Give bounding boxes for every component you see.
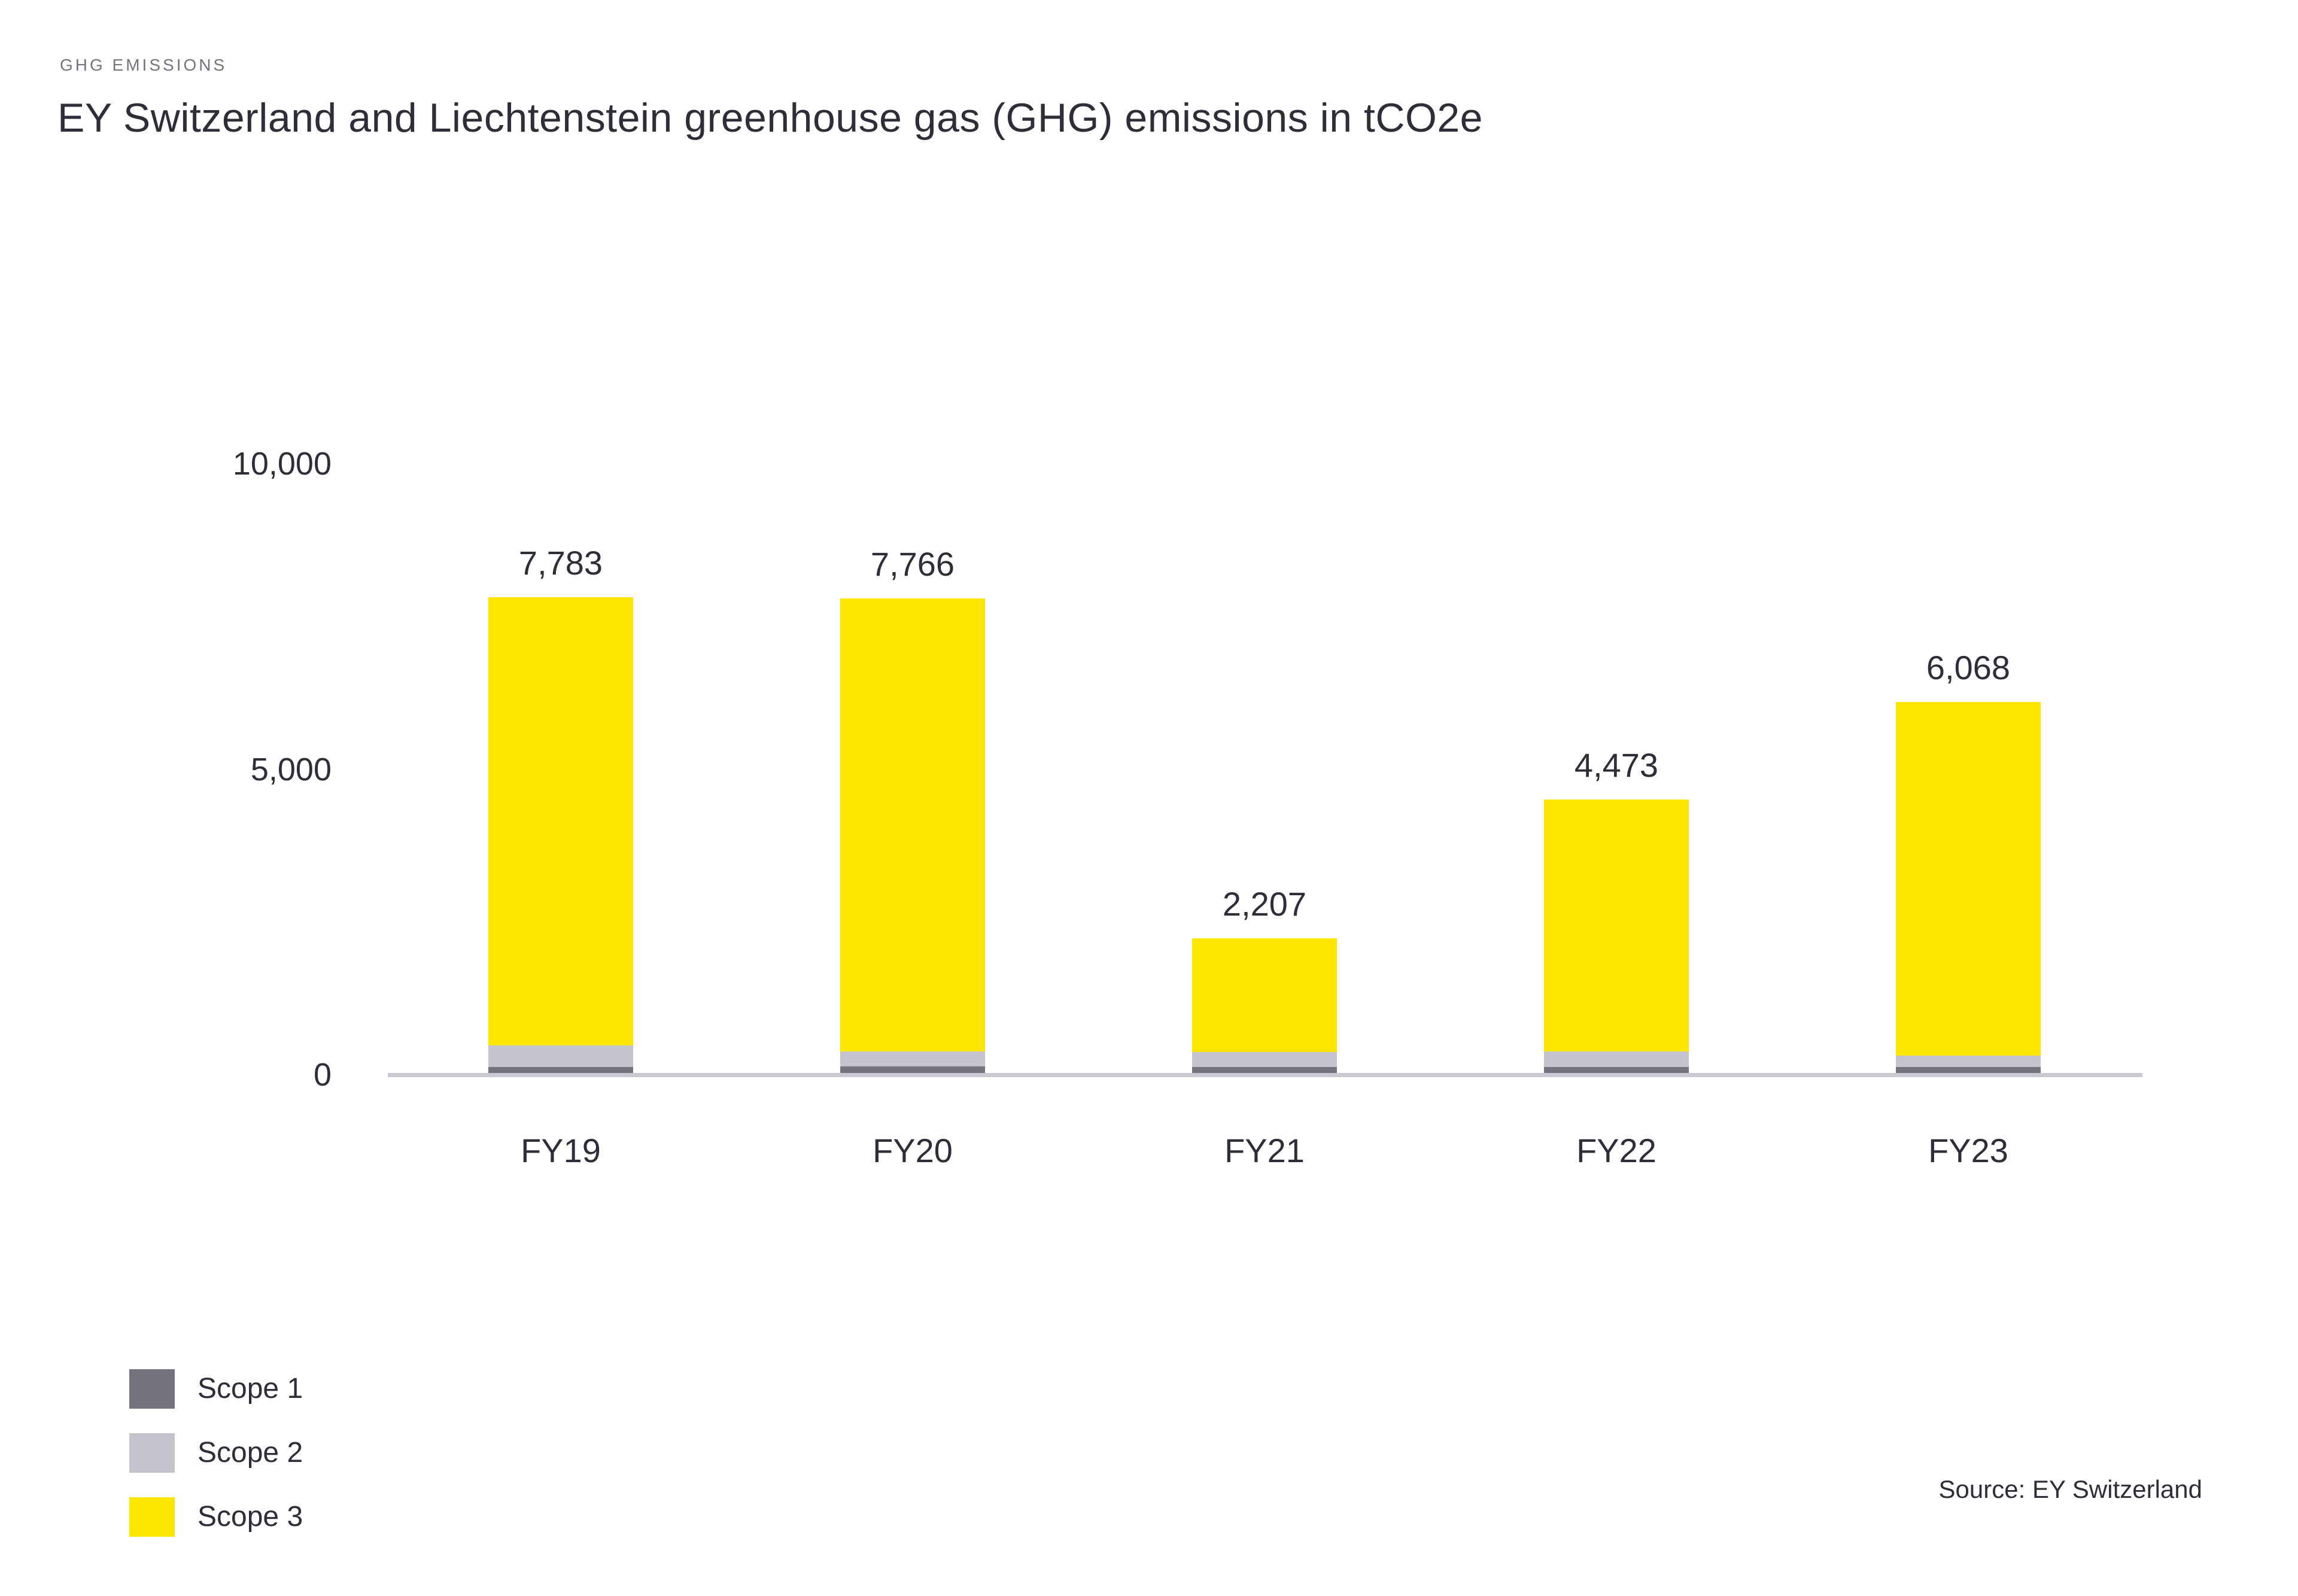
legend-item: Scope 3	[129, 1497, 303, 1537]
bar-segment-scope2	[488, 1045, 633, 1067]
bar-value-label: 2,207	[1222, 884, 1307, 923]
bar-segment-scope1	[1896, 1067, 2041, 1073]
bar-segment-scope2	[1544, 1051, 1689, 1067]
source-note: Source: EY Switzerland	[1938, 1475, 2202, 1503]
bar-segment-scope3	[1192, 938, 1337, 1052]
bar-value-label: 7,766	[870, 545, 955, 583]
chart-legend: Scope 1 Scope 2 Scope 3	[129, 1369, 303, 1537]
bar-segment-scope1	[840, 1066, 985, 1073]
bar-segment-scope2	[840, 1051, 985, 1067]
x-axis-label: FY21	[1224, 1132, 1305, 1169]
legend-label: Scope 1	[197, 1373, 303, 1405]
x-axis-label: FY23	[1928, 1132, 2008, 1169]
eyebrow-label: GHG EMISSIONS	[60, 56, 227, 74]
bar-segment-scope2	[1192, 1051, 1337, 1068]
bar-segment-scope3	[840, 598, 985, 1052]
y-axis-tick-label: 5,000	[250, 751, 332, 788]
legend-item: Scope 2	[129, 1433, 303, 1473]
x-axis-line	[388, 1073, 2142, 1077]
legend-label: Scope 3	[197, 1501, 303, 1533]
bar-segment-scope1	[1544, 1066, 1689, 1073]
bar-value-label: 4,473	[1574, 746, 1659, 785]
y-axis-tick-label: 0	[313, 1057, 332, 1093]
bar-segment-scope1	[1192, 1067, 1337, 1073]
bar-value-label: 6,068	[1926, 649, 2011, 687]
bar-segment-scope2	[1896, 1055, 2041, 1068]
bar-segment-scope3	[1544, 799, 1689, 1052]
bar-value-label: 7,783	[518, 544, 603, 582]
y-axis-tick-label: 10,000	[232, 446, 332, 482]
legend-label: Scope 2	[197, 1437, 303, 1469]
x-axis-label: FY22	[1576, 1132, 1656, 1169]
legend-swatch-scope2	[129, 1433, 175, 1473]
x-axis-label: FY19	[521, 1132, 601, 1169]
page-title: EY Switzerland and Liechtenstein greenho…	[57, 95, 1483, 141]
bar-segment-scope3	[488, 597, 633, 1046]
legend-swatch-scope1	[129, 1369, 175, 1409]
legend-item: Scope 1	[129, 1369, 303, 1409]
bar-segment-scope1	[488, 1066, 633, 1073]
legend-swatch-scope3	[129, 1497, 175, 1537]
bar-segment-scope3	[1896, 702, 2041, 1056]
x-axis-label: FY20	[873, 1132, 953, 1169]
